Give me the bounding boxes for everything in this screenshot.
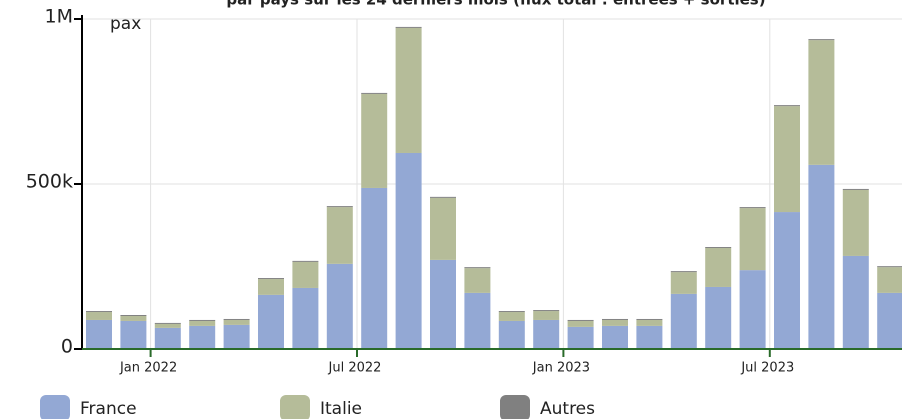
bar-segment — [464, 267, 491, 269]
bar-segment — [326, 207, 353, 264]
bar-segment — [842, 189, 869, 256]
bar-segment — [670, 271, 697, 273]
bar-segment — [739, 208, 766, 271]
bar-segment — [258, 294, 284, 349]
bar-segment — [705, 247, 732, 249]
bar-segment — [739, 270, 766, 349]
bar-segment — [430, 259, 456, 349]
legend-swatch — [40, 395, 70, 419]
bar-segment — [739, 207, 766, 209]
bar-segment — [705, 248, 732, 287]
bar-segment — [326, 206, 353, 208]
bar-segment — [464, 292, 491, 349]
bar-segment — [842, 255, 869, 349]
bar-segment — [567, 319, 594, 321]
bar-segment — [86, 319, 112, 349]
bar-segment — [120, 320, 147, 349]
bar-segment — [808, 164, 835, 349]
bar-segment — [223, 324, 250, 349]
y-tick-label: 0 — [61, 336, 73, 358]
bar-segment — [361, 187, 388, 349]
bar-segment — [670, 272, 697, 294]
y-tick-label: 1M — [45, 6, 73, 28]
bar-segment — [120, 315, 147, 316]
bar-segment — [189, 325, 216, 349]
bar-segment — [670, 293, 697, 349]
bar-segment — [189, 319, 216, 321]
bar-segment — [808, 39, 835, 41]
bar-segment — [189, 320, 216, 326]
x-tick-label: Jul 2022 — [328, 361, 382, 376]
bar-segment — [533, 311, 560, 320]
bar-segment — [498, 320, 525, 349]
bar-segment — [636, 325, 663, 349]
bar-segment — [223, 318, 250, 320]
bar-segment — [636, 318, 663, 320]
bar-segment — [877, 266, 902, 268]
bar-segment — [223, 319, 250, 325]
legend-label: France — [80, 399, 137, 419]
bar-segment — [395, 152, 422, 349]
bar-segment — [120, 316, 147, 321]
bar-segment — [602, 319, 628, 326]
bar-segment — [292, 261, 319, 288]
bar-segment — [498, 311, 525, 313]
x-tick-label: Jan 2023 — [532, 361, 590, 376]
bar-segment — [877, 292, 902, 349]
bar-segment — [292, 287, 319, 349]
bar-segment — [533, 310, 560, 312]
bar-segment — [705, 286, 732, 349]
bar-segment — [258, 279, 284, 295]
bar-segment — [842, 188, 869, 190]
bar-segment — [774, 212, 800, 349]
bar-segment — [774, 105, 800, 107]
bar-segment — [395, 26, 422, 28]
bar-segment — [430, 197, 456, 260]
bar-segment — [395, 27, 422, 153]
bar-segment — [154, 323, 181, 328]
bar-segment — [808, 40, 835, 165]
bar-segment — [154, 327, 181, 349]
legend-label: Italie — [320, 399, 362, 419]
bar-segment — [361, 93, 388, 188]
bar-segment — [567, 320, 594, 327]
bar-segment — [292, 260, 319, 262]
bar-segment — [567, 326, 594, 349]
bar-segment — [361, 92, 388, 94]
bar-segment — [774, 106, 800, 213]
bar-segment — [498, 312, 525, 321]
legend-swatch — [280, 395, 310, 419]
legend-swatch — [500, 395, 530, 419]
y-tick-label: 500k — [26, 171, 73, 193]
bar-segment — [877, 267, 902, 293]
x-tick-label: Jan 2022 — [119, 361, 177, 376]
bar-segment — [602, 318, 628, 320]
bar-segment — [464, 268, 491, 293]
bar-segment — [86, 311, 112, 313]
bar-segment — [258, 278, 284, 280]
bar-segment — [636, 319, 663, 326]
bar-segment — [602, 325, 628, 349]
bar-segment — [154, 322, 181, 324]
y-axis-label: pax — [110, 14, 141, 34]
bar-segment — [326, 263, 353, 349]
bar-segment — [430, 196, 456, 198]
legend-label: Autres — [540, 399, 595, 419]
chart-title: par pays sur les 24 derniers mois (flux … — [226, 0, 765, 9]
x-tick-label: Jul 2023 — [740, 361, 794, 376]
bar-segment — [86, 312, 112, 320]
bar-segment — [533, 319, 560, 349]
